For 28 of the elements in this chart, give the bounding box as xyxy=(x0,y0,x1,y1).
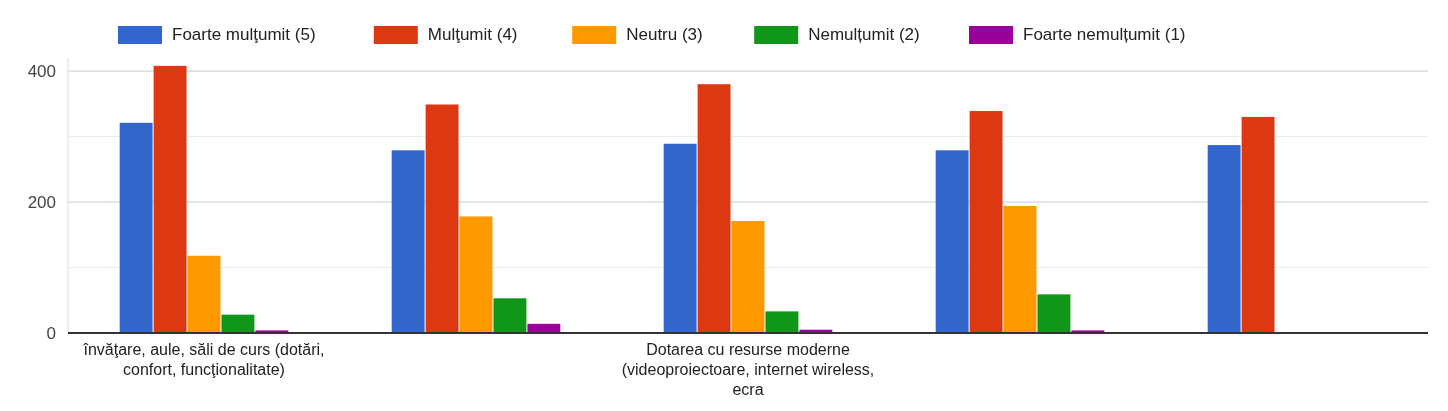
bar xyxy=(969,111,1003,333)
y-tick-label: 400 xyxy=(27,62,56,82)
bar xyxy=(935,150,969,333)
legend-label: Foarte nemulțumit (1) xyxy=(1023,25,1186,44)
legend-label: Nemulțumit (2) xyxy=(808,25,920,44)
bar xyxy=(391,150,425,333)
bar xyxy=(425,104,459,333)
legend-label: Neutru (3) xyxy=(626,25,703,44)
bar xyxy=(1207,145,1241,333)
bar xyxy=(221,314,255,333)
legend-label: Foarte mulţumit (5) xyxy=(172,25,316,44)
bar xyxy=(1003,205,1037,333)
bar xyxy=(1241,116,1275,333)
bar xyxy=(765,311,799,333)
bar xyxy=(731,221,765,333)
y-tick-label: 200 xyxy=(27,193,56,213)
bar xyxy=(493,298,527,333)
x-tick-label: Dotarea cu resurse moderne (videoproiectoare, internet wireless, ecra xyxy=(621,341,875,398)
y-tick-label: 0 xyxy=(46,324,56,343)
bar xyxy=(187,255,221,333)
bar xyxy=(119,122,153,333)
bar xyxy=(459,216,493,333)
bar xyxy=(153,65,187,333)
x-tick-label: învăţare, aule, săli de curs (dotări, confort, funcţionalitate) xyxy=(82,341,325,378)
legend-label: Mulţumit (4) xyxy=(427,25,518,44)
bar xyxy=(663,143,697,333)
bar xyxy=(697,84,731,333)
bar xyxy=(1037,294,1071,333)
